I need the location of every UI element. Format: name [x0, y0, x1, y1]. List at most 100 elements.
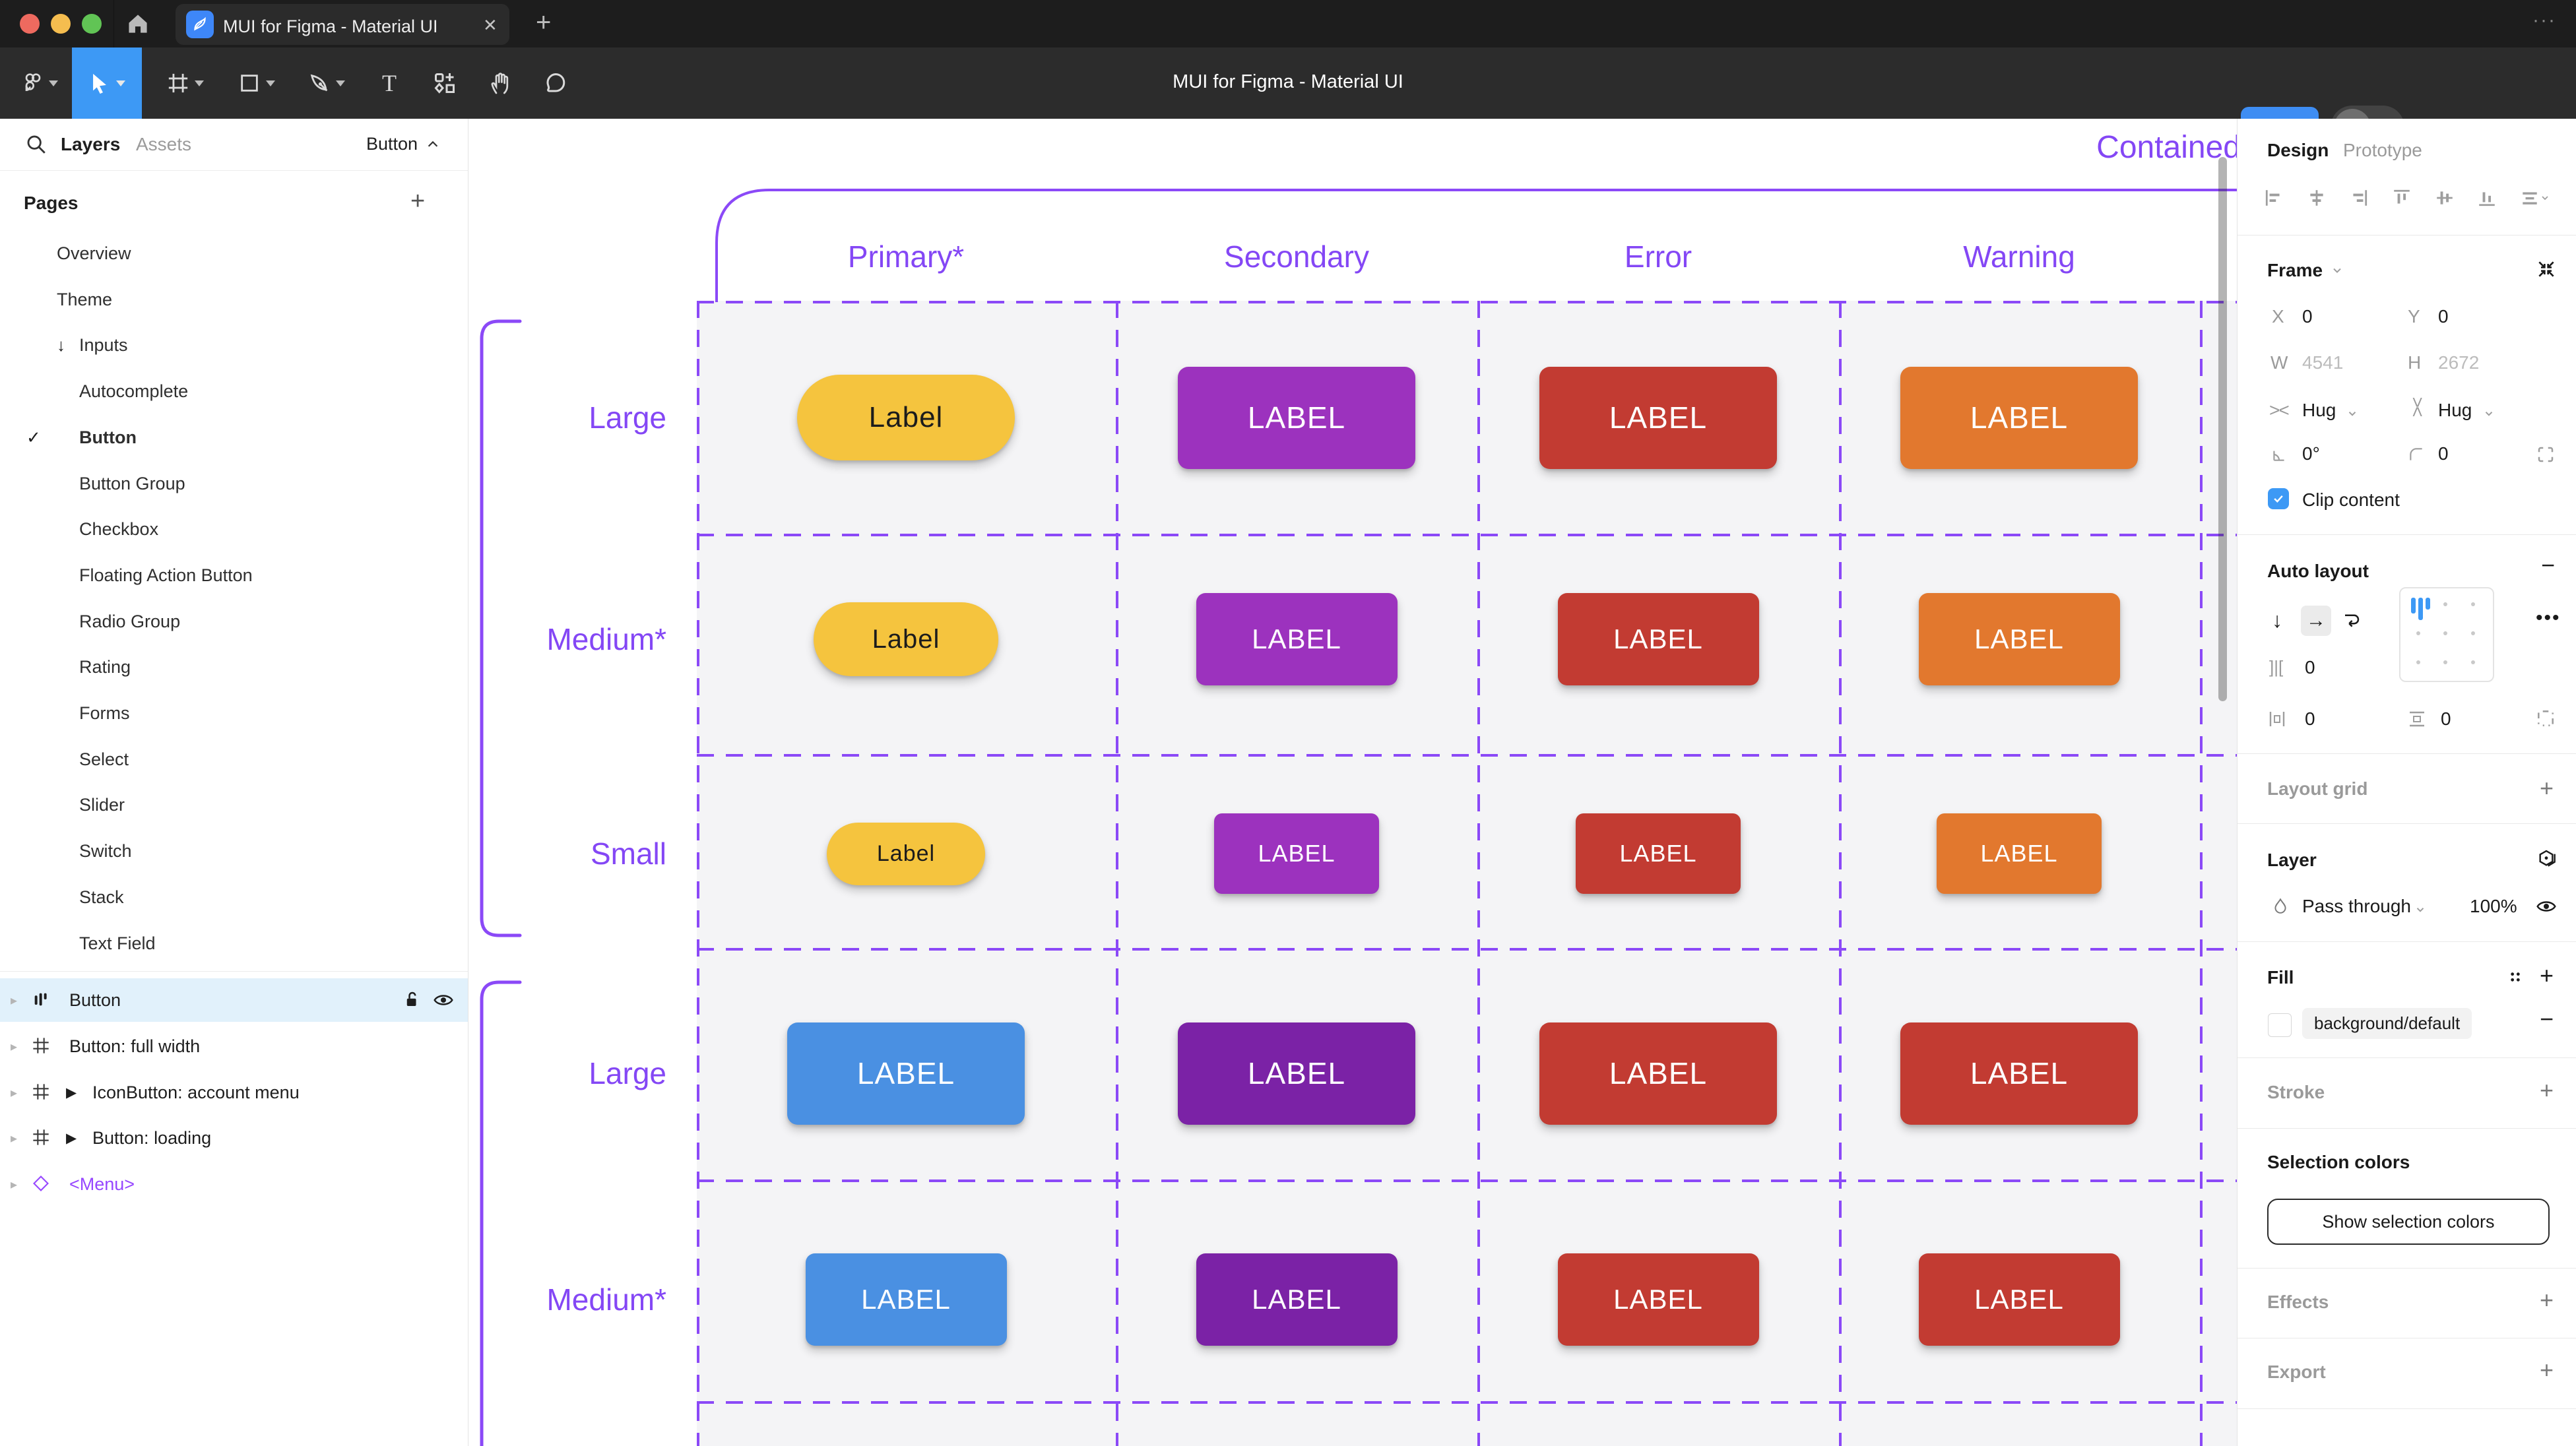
- align-top-icon[interactable]: [2392, 188, 2412, 208]
- tab-assets[interactable]: Assets: [136, 134, 192, 154]
- frame-tool-button[interactable]: [150, 47, 220, 119]
- blend-mode-value[interactable]: Pass through: [2302, 896, 2411, 916]
- close-tab-icon[interactable]: ✕: [483, 15, 498, 35]
- canvas-scrollbar[interactable]: [2218, 157, 2227, 701]
- align-right-icon[interactable]: [2349, 188, 2369, 208]
- titlebar-more-icon[interactable]: ···: [2532, 9, 2556, 31]
- layer-row-button-full-width[interactable]: ▸ Button: full width: [0, 1024, 468, 1068]
- canvas-button[interactable]: LABEL: [1539, 366, 1777, 469]
- layer-row--menu-[interactable]: ▸ <Menu>: [0, 1162, 468, 1206]
- fill-styles-icon[interactable]: [2507, 968, 2524, 986]
- home-icon[interactable]: [125, 11, 150, 36]
- sidebar-page-radio-group[interactable]: Radio Group: [0, 602, 468, 641]
- move-tool-button[interactable]: [72, 47, 142, 119]
- add-export-button[interactable]: +: [2540, 1356, 2554, 1383]
- sidebar-page-button-group[interactable]: Button Group: [0, 464, 468, 503]
- sidebar-page-slider[interactable]: Slider: [0, 785, 468, 825]
- canvas-button[interactable]: LABEL: [1557, 1253, 1759, 1346]
- align-vertical-center-icon[interactable]: [2435, 188, 2455, 208]
- canvas-button[interactable]: LABEL: [1178, 1022, 1415, 1125]
- expand-caret-icon[interactable]: ▸: [11, 993, 18, 1008]
- tab-design[interactable]: Design: [2267, 140, 2329, 160]
- canvas-button[interactable]: LABEL: [1557, 593, 1759, 685]
- file-tab[interactable]: MUI for Figma - Material UI ✕: [176, 4, 509, 45]
- canvas-button[interactable]: Label: [797, 375, 1015, 460]
- show-selection-colors-button[interactable]: Show selection colors: [2267, 1199, 2550, 1245]
- hug-horizontal-value[interactable]: Hug: [2302, 400, 2336, 420]
- sidebar-page-floating-action-button[interactable]: Floating Action Button: [0, 555, 468, 595]
- independent-padding-icon[interactable]: [2536, 708, 2556, 728]
- comment-tool-button[interactable]: [528, 47, 583, 119]
- unlock-icon[interactable]: [401, 990, 421, 1009]
- w-value[interactable]: 4541: [2302, 352, 2344, 373]
- sidebar-page-forms[interactable]: Forms: [0, 693, 468, 733]
- add-layout-grid-button[interactable]: +: [2540, 774, 2554, 802]
- layer-row-button[interactable]: ▸ Button: [0, 978, 468, 1022]
- add-effect-button[interactable]: +: [2540, 1286, 2554, 1313]
- close-window-button[interactable]: [20, 14, 40, 34]
- canvas-button[interactable]: LABEL: [1576, 813, 1741, 894]
- collapse-frame-icon[interactable]: [2536, 259, 2557, 280]
- align-horizontal-center-icon[interactable]: [2307, 188, 2327, 208]
- sidebar-page-checkbox[interactable]: Checkbox: [0, 509, 468, 549]
- component-triangle-icon[interactable]: ▶: [66, 1130, 77, 1146]
- fill-color-swatch[interactable]: [2268, 1013, 2292, 1037]
- main-menu-button[interactable]: [9, 47, 70, 119]
- canvas-button[interactable]: LABEL: [805, 1253, 1007, 1346]
- search-icon[interactable]: [25, 133, 48, 156]
- h-value[interactable]: 2672: [2438, 352, 2480, 373]
- canvas[interactable]: Contained Primary* Secondary Error Warning …: [468, 119, 2237, 1446]
- align-bottom-icon[interactable]: [2477, 188, 2497, 208]
- sidebar-page-stack[interactable]: Stack: [0, 877, 468, 917]
- eye-icon[interactable]: [2536, 896, 2557, 917]
- layout-horizontal-icon[interactable]: →: [2301, 606, 2331, 636]
- expand-caret-icon[interactable]: ▸: [11, 1177, 18, 1192]
- maximize-window-button[interactable]: [82, 14, 102, 34]
- page-selector[interactable]: Button: [366, 134, 440, 154]
- canvas-button[interactable]: LABEL: [1918, 593, 2120, 685]
- canvas-button[interactable]: LABEL: [1900, 1022, 2138, 1125]
- tab-layers[interactable]: Layers: [61, 134, 121, 154]
- fill-token[interactable]: background/default: [2302, 1008, 2472, 1039]
- expand-caret-icon[interactable]: ▸: [11, 1131, 18, 1146]
- layer-row-iconbutton-account-menu[interactable]: ▸ ▶ IconButton: account menu: [0, 1071, 468, 1114]
- corner-radius-value[interactable]: 0: [2438, 443, 2449, 464]
- component-triangle-icon[interactable]: ▶: [66, 1084, 77, 1100]
- sidebar-page-overview[interactable]: Overview: [0, 234, 468, 273]
- opacity-value[interactable]: 100%: [2470, 896, 2517, 916]
- text-tool-button[interactable]: T: [382, 70, 397, 96]
- sidebar-page-rating[interactable]: Rating: [0, 647, 468, 687]
- sidebar-page-theme[interactable]: Theme: [0, 280, 468, 319]
- sidebar-page-select[interactable]: Select: [0, 739, 468, 779]
- add-page-button[interactable]: +: [410, 187, 426, 215]
- new-tab-button[interactable]: +: [536, 8, 552, 37]
- hand-tool-button[interactable]: [472, 47, 528, 119]
- alignment-grid[interactable]: [2399, 587, 2494, 682]
- sidebar-page-autocomplete[interactable]: Autocomplete: [0, 371, 468, 411]
- shape-tool-button[interactable]: [222, 47, 292, 119]
- canvas-button[interactable]: LABEL: [1539, 1022, 1777, 1125]
- x-value[interactable]: 0: [2302, 306, 2313, 327]
- add-fill-button[interactable]: +: [2540, 962, 2554, 989]
- canvas-button[interactable]: LABEL: [1900, 366, 2138, 469]
- layout-wrap-icon[interactable]: [2342, 610, 2362, 629]
- resources-tool-button[interactable]: [417, 47, 472, 119]
- vertical-padding-value[interactable]: 0: [2441, 708, 2451, 729]
- sidebar-page-text-field[interactable]: Text Field: [0, 924, 468, 963]
- remove-fill-button[interactable]: −: [2540, 1005, 2554, 1032]
- canvas-button[interactable]: LABEL: [1196, 593, 1398, 685]
- auto-layout-more-icon[interactable]: •••: [2536, 607, 2561, 629]
- y-value[interactable]: 0: [2438, 306, 2449, 327]
- pen-tool-button[interactable]: [292, 47, 362, 119]
- distribute-menu-icon[interactable]: [2520, 188, 2550, 208]
- remove-auto-layout-button[interactable]: −: [2541, 551, 2556, 579]
- sidebar-page-button[interactable]: ✓ Button: [0, 418, 468, 457]
- expand-caret-icon[interactable]: ▸: [11, 1039, 18, 1054]
- canvas-button[interactable]: LABEL: [1214, 813, 1379, 894]
- canvas-button[interactable]: LABEL: [787, 1022, 1025, 1125]
- clip-content-checkbox[interactable]: [2268, 488, 2289, 509]
- layer-row-button-loading[interactable]: ▸ ▶ Button: loading: [0, 1116, 468, 1160]
- visibility-eye-icon[interactable]: [433, 990, 454, 1011]
- independent-corners-icon[interactable]: [2536, 445, 2556, 464]
- canvas-button[interactable]: LABEL: [1178, 366, 1415, 469]
